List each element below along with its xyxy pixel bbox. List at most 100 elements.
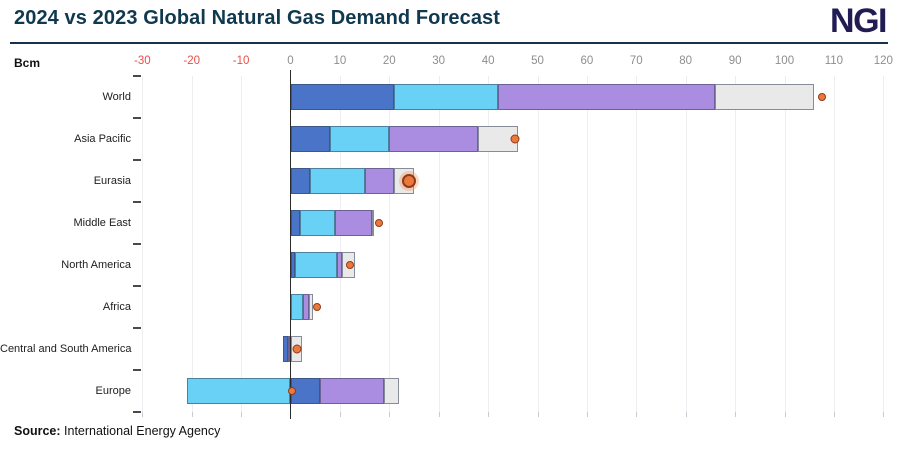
category-label: Europe <box>95 385 131 397</box>
y-axis-tick <box>133 369 141 371</box>
net-change-marker <box>287 387 296 395</box>
x-tick-label: 80 <box>679 55 693 67</box>
x-tick-stub <box>537 412 539 417</box>
bar-segment-series-light-blue <box>394 84 498 110</box>
x-tick-stub <box>685 412 687 417</box>
bar-segment-series-light-blue <box>295 252 338 278</box>
x-tick-stub <box>636 412 638 417</box>
x-tick-stub <box>389 412 391 417</box>
page-title: 2024 vs 2023 Global Natural Gas Demand F… <box>14 7 501 29</box>
category-label: Africa <box>102 301 131 313</box>
category-label: North America <box>61 259 131 271</box>
gridline <box>883 76 885 412</box>
source-text: International Energy Agency <box>60 424 221 438</box>
x-tick-label: 90 <box>728 55 742 67</box>
x-tick-label: 10 <box>333 55 347 67</box>
x-tick-label: 120 <box>873 55 893 67</box>
bar-segment-series-purple <box>389 126 479 152</box>
bar-segment-series-light-blue <box>330 126 390 152</box>
gridline <box>438 76 440 412</box>
x-tick-label: 0 <box>287 55 294 67</box>
bar-segment-series-purple <box>334 210 372 236</box>
x-tick-label: 20 <box>382 55 396 67</box>
gridline <box>537 76 539 412</box>
x-tick-stub <box>438 412 440 417</box>
y-axis-tick <box>133 411 141 413</box>
x-tick-label: 100 <box>774 55 795 67</box>
y-axis-tick <box>133 117 141 119</box>
x-tick-label: -30 <box>133 55 151 67</box>
category-label: Middle East <box>73 217 131 229</box>
x-tick-label: 70 <box>629 55 643 67</box>
gridline <box>241 76 243 412</box>
net-change-marker <box>510 134 520 144</box>
source-label: Source: <box>14 424 61 438</box>
axis-unit-label: Bcm <box>14 56 41 70</box>
x-tick-label: 110 <box>824 55 844 67</box>
bar-segment-series-dark-blue <box>290 168 311 194</box>
x-tick-stub <box>339 412 341 417</box>
y-axis-tick <box>133 243 141 245</box>
bar-segment-series-light-blue <box>290 294 304 320</box>
y-axis-tick <box>133 159 141 161</box>
bar-segment-series-dark-blue <box>290 84 395 110</box>
net-change-marker <box>345 261 354 269</box>
bar-segment-series-dark-blue <box>290 210 301 236</box>
x-tick-stub <box>735 412 737 417</box>
zero-axis-line <box>289 70 292 419</box>
bar-segment-series-dark-blue <box>290 126 331 152</box>
bar-segment-series-purple <box>364 168 395 194</box>
x-tick-stub <box>191 412 193 417</box>
bar-segment-series-purple <box>497 84 716 110</box>
bar-segment-series-purple <box>320 378 385 404</box>
gridline <box>735 76 737 412</box>
x-tick-label: 60 <box>580 55 594 67</box>
category-label: World <box>102 91 131 103</box>
bar-segment-series-gray <box>384 378 400 404</box>
net-change-marker <box>292 344 302 354</box>
header: 2024 vs 2023 Global Natural Gas Demand F… <box>0 0 900 42</box>
source-line: Source: International Energy Agency <box>14 424 220 438</box>
bar-segment-series-purple <box>303 294 310 320</box>
category-label: Eurasia <box>93 175 131 187</box>
gridline <box>636 76 638 412</box>
x-tick-stub <box>883 412 885 417</box>
bar-segment-series-gray <box>715 84 815 110</box>
category-label: Central and South America <box>0 343 132 355</box>
x-tick-stub <box>784 412 786 417</box>
x-tick-stub <box>488 412 490 417</box>
y-axis-tick <box>133 327 141 329</box>
net-change-marker <box>375 219 384 227</box>
y-axis-tick <box>133 201 141 203</box>
category-label: Asia Pacific <box>74 133 131 145</box>
gridline <box>389 76 391 412</box>
gridline <box>142 76 144 412</box>
x-tick-stub <box>142 412 144 417</box>
bar-segment-series-light-blue <box>186 378 291 404</box>
bar-segment-series-purple <box>337 252 343 278</box>
gridline <box>488 76 490 412</box>
net-change-marker <box>312 303 321 311</box>
bar-segment-series-dark-blue <box>283 336 288 362</box>
x-tick-label: 40 <box>481 55 495 67</box>
y-axis-tick <box>133 75 141 77</box>
header-divider <box>10 42 888 44</box>
gridline <box>833 76 835 412</box>
x-tick-label: -20 <box>183 55 200 67</box>
x-tick-stub <box>241 412 243 417</box>
ngi-logo: NGI <box>830 2 887 40</box>
bar-segment-series-light-blue <box>310 168 365 194</box>
x-tick-stub <box>833 412 835 417</box>
x-tick-stub <box>586 412 588 417</box>
y-axis-tick <box>133 285 141 287</box>
gridline <box>191 76 193 412</box>
net-change-marker <box>402 174 417 188</box>
gridline <box>339 76 341 412</box>
x-tick-label: 30 <box>432 55 446 67</box>
gridline <box>685 76 687 412</box>
bar-segment-series-light-blue <box>300 210 335 236</box>
net-change-marker <box>817 93 826 101</box>
bar-segment-series-gray <box>372 210 375 236</box>
